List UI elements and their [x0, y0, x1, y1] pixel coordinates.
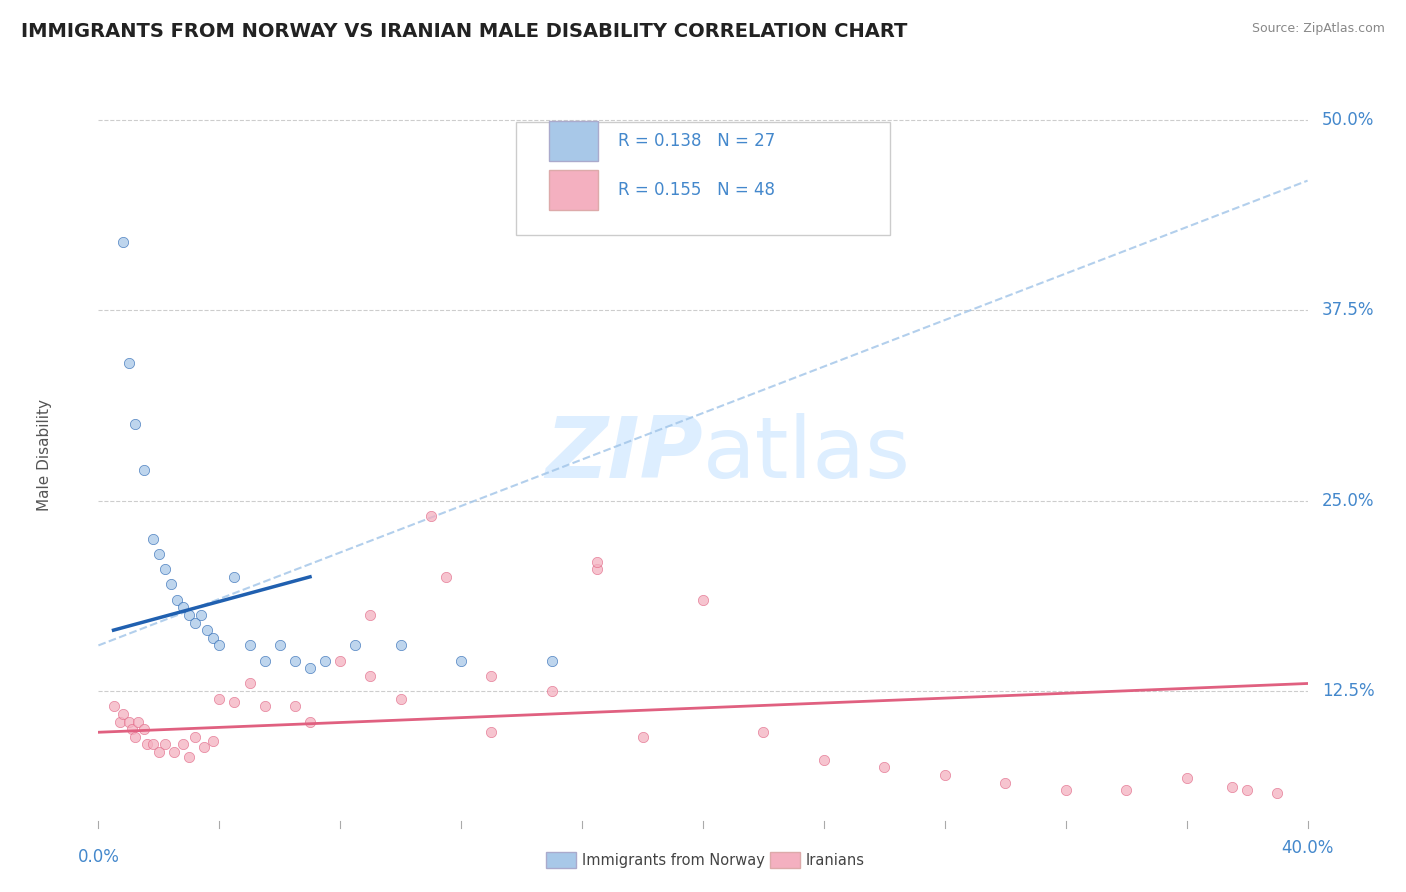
Text: 12.5%: 12.5%	[1322, 682, 1375, 700]
Point	[132, 723, 155, 737]
Text: R = 0.138   N = 27: R = 0.138 N = 27	[619, 132, 776, 150]
Text: 0.0%: 0.0%	[77, 848, 120, 866]
Point	[540, 654, 562, 668]
Point	[160, 577, 183, 591]
FancyBboxPatch shape	[550, 170, 598, 211]
Point	[481, 725, 503, 739]
Point	[184, 615, 207, 630]
Point	[208, 691, 231, 706]
Point	[450, 654, 472, 668]
Point	[1054, 783, 1077, 797]
Text: Source: ZipAtlas.com: Source: ZipAtlas.com	[1251, 22, 1385, 36]
Point	[124, 730, 146, 744]
Point	[239, 639, 262, 653]
Text: atlas: atlas	[703, 413, 911, 497]
Point	[299, 714, 322, 729]
Point	[177, 749, 201, 764]
Point	[1175, 771, 1198, 785]
Point	[1115, 783, 1137, 797]
Point	[314, 654, 336, 668]
Point	[121, 723, 143, 737]
Point	[163, 745, 186, 759]
FancyBboxPatch shape	[546, 852, 576, 868]
Point	[202, 734, 225, 748]
Point	[142, 738, 165, 752]
Point	[103, 699, 125, 714]
Point	[329, 654, 352, 668]
Point	[135, 738, 157, 752]
Point	[224, 570, 246, 584]
Point	[111, 706, 134, 721]
Text: IMMIGRANTS FROM NORWAY VS IRANIAN MALE DISABILITY CORRELATION CHART: IMMIGRANTS FROM NORWAY VS IRANIAN MALE D…	[21, 22, 907, 41]
Point	[360, 607, 382, 622]
Text: ZIP: ZIP	[546, 413, 703, 497]
Point	[389, 639, 412, 653]
Text: Immigrants from Norway: Immigrants from Norway	[582, 853, 765, 868]
Point	[994, 775, 1017, 789]
FancyBboxPatch shape	[516, 122, 890, 235]
Point	[148, 547, 170, 561]
Point	[752, 725, 775, 739]
Point	[344, 639, 367, 653]
Text: 25.0%: 25.0%	[1322, 491, 1375, 509]
Point	[299, 661, 322, 675]
Point	[153, 738, 176, 752]
Point	[111, 235, 134, 249]
Point	[142, 532, 165, 546]
FancyBboxPatch shape	[769, 852, 800, 868]
Text: 50.0%: 50.0%	[1322, 111, 1375, 128]
Point	[631, 730, 654, 744]
Point	[360, 669, 382, 683]
Point	[1220, 780, 1243, 794]
Point	[284, 699, 307, 714]
Point	[239, 676, 262, 690]
Point	[118, 714, 141, 729]
Point	[118, 357, 141, 371]
Point	[184, 730, 207, 744]
Point	[934, 768, 956, 782]
Text: Iranians: Iranians	[806, 853, 865, 868]
Point	[586, 562, 609, 576]
Point	[108, 714, 131, 729]
Point	[224, 695, 246, 709]
Point	[434, 570, 457, 584]
Point	[692, 592, 714, 607]
Point	[124, 417, 146, 432]
Point	[481, 669, 503, 683]
Text: 40.0%: 40.0%	[1281, 838, 1334, 857]
Point	[540, 684, 562, 698]
Text: R = 0.155   N = 48: R = 0.155 N = 48	[619, 181, 775, 199]
Point	[132, 463, 155, 477]
Point	[1265, 786, 1288, 800]
Point	[284, 654, 307, 668]
Text: Male Disability: Male Disability	[37, 399, 52, 511]
Point	[148, 745, 170, 759]
Point	[269, 639, 291, 653]
Point	[172, 738, 194, 752]
Point	[202, 631, 225, 645]
Point	[253, 699, 276, 714]
Point	[127, 714, 149, 729]
Point	[172, 600, 194, 615]
Text: 37.5%: 37.5%	[1322, 301, 1375, 319]
Point	[153, 562, 176, 576]
Point	[586, 555, 609, 569]
Point	[190, 607, 212, 622]
Point	[873, 760, 896, 774]
FancyBboxPatch shape	[550, 120, 598, 161]
Point	[389, 691, 412, 706]
Point	[419, 508, 441, 523]
Point	[253, 654, 276, 668]
Point	[208, 639, 231, 653]
Point	[195, 623, 218, 637]
Point	[177, 607, 201, 622]
Point	[193, 740, 215, 755]
Point	[166, 592, 188, 607]
Point	[1236, 783, 1258, 797]
Point	[813, 753, 835, 767]
